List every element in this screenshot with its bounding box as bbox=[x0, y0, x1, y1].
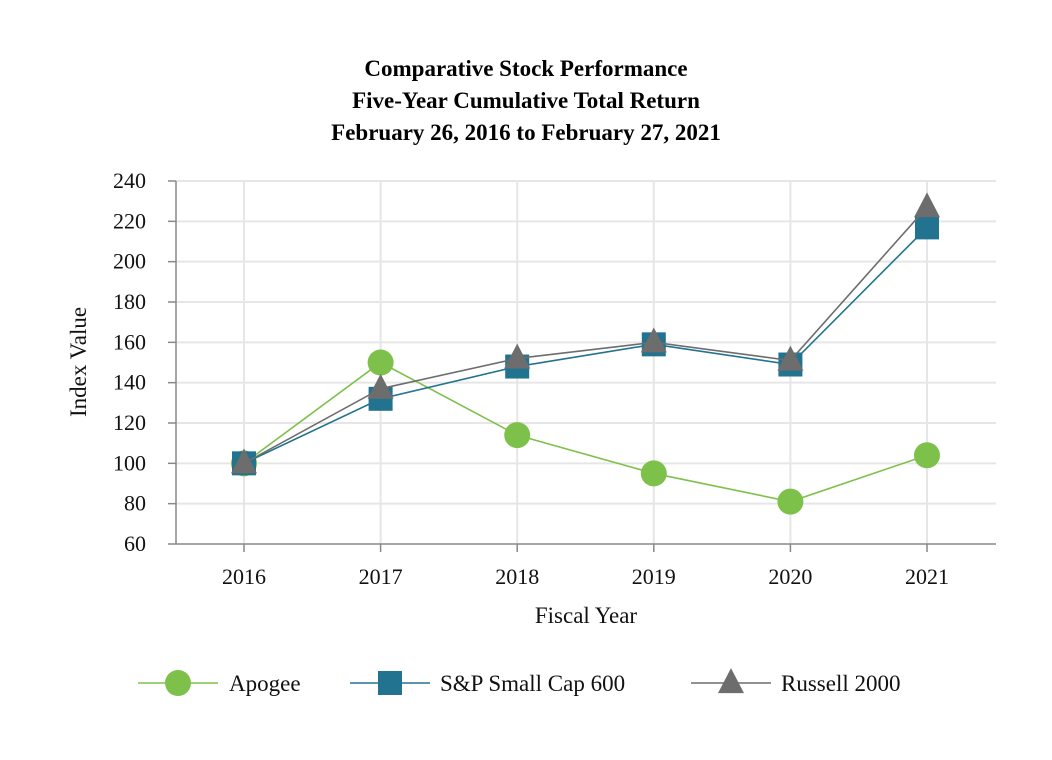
legend-label: Apogee bbox=[229, 671, 301, 696]
chart-title-line-1: Comparative Stock Performance bbox=[364, 56, 687, 81]
legend-marker bbox=[718, 668, 744, 694]
chart-title-line-2: Five-Year Cumulative Total Return bbox=[352, 88, 700, 113]
legend-label: Russell 2000 bbox=[781, 671, 900, 696]
y-tick-label: 180 bbox=[113, 289, 146, 314]
data-point bbox=[777, 345, 804, 371]
legend-item: S&P Small Cap 600 bbox=[350, 671, 625, 696]
series-s-p-small-cap-600 bbox=[232, 215, 939, 476]
x-tick-label: 2019 bbox=[632, 564, 676, 589]
series-line bbox=[243, 361, 928, 503]
data-point bbox=[777, 488, 804, 515]
data-point bbox=[914, 192, 940, 218]
series-layer bbox=[231, 192, 940, 515]
series-line bbox=[243, 206, 928, 465]
y-tick-labels: 60 80 100 120 140 160 180 200 220 240 bbox=[113, 168, 146, 556]
chart-title: Comparative Stock Performance Five-Year … bbox=[331, 56, 721, 145]
x-tick-labels: 2016 2017 2018 2019 2020 2021 bbox=[222, 564, 949, 589]
y-tick-label: 220 bbox=[113, 208, 146, 233]
x-axis-label: Fiscal Year bbox=[535, 603, 638, 628]
legend-label: S&P Small Cap 600 bbox=[440, 671, 625, 696]
series-russell-2000 bbox=[231, 192, 940, 474]
x-tick-label: 2018 bbox=[495, 564, 539, 589]
x-tick-label: 2016 bbox=[222, 564, 266, 589]
legend-marker bbox=[378, 671, 402, 695]
y-tick-label: 100 bbox=[113, 450, 146, 475]
y-tick-label: 140 bbox=[113, 370, 146, 395]
y-tick-label: 160 bbox=[113, 329, 146, 354]
series-line bbox=[243, 226, 928, 465]
legend-item: Russell 2000 bbox=[691, 668, 900, 696]
data-point bbox=[504, 343, 531, 369]
y-tick-label: 60 bbox=[124, 531, 146, 556]
chart-title-line-3: February 26, 2016 to February 27, 2021 bbox=[331, 120, 721, 145]
y-tick-label: 120 bbox=[113, 410, 146, 435]
legend: Apogee S&P Small Cap 600 Russell 2000 bbox=[138, 668, 900, 696]
y-tick-label: 240 bbox=[113, 168, 146, 193]
y-tick-label: 80 bbox=[124, 491, 146, 516]
data-point bbox=[367, 373, 394, 399]
x-tick-label: 2020 bbox=[768, 564, 812, 589]
x-tick-label: 2021 bbox=[905, 564, 949, 589]
data-point bbox=[914, 442, 940, 469]
legend-item: Apogee bbox=[138, 670, 301, 696]
data-point bbox=[640, 460, 667, 487]
data-point bbox=[640, 327, 667, 353]
data-point bbox=[504, 422, 531, 449]
gridlines bbox=[176, 180, 996, 544]
data-point bbox=[915, 215, 939, 240]
axes bbox=[168, 180, 996, 552]
y-tick-label: 200 bbox=[113, 249, 146, 274]
data-point bbox=[231, 448, 257, 474]
x-tick-label: 2017 bbox=[359, 564, 403, 589]
series-apogee bbox=[231, 349, 940, 515]
legend-marker bbox=[165, 670, 191, 696]
data-point bbox=[367, 349, 394, 376]
y-axis-label: Index Value bbox=[66, 307, 91, 417]
